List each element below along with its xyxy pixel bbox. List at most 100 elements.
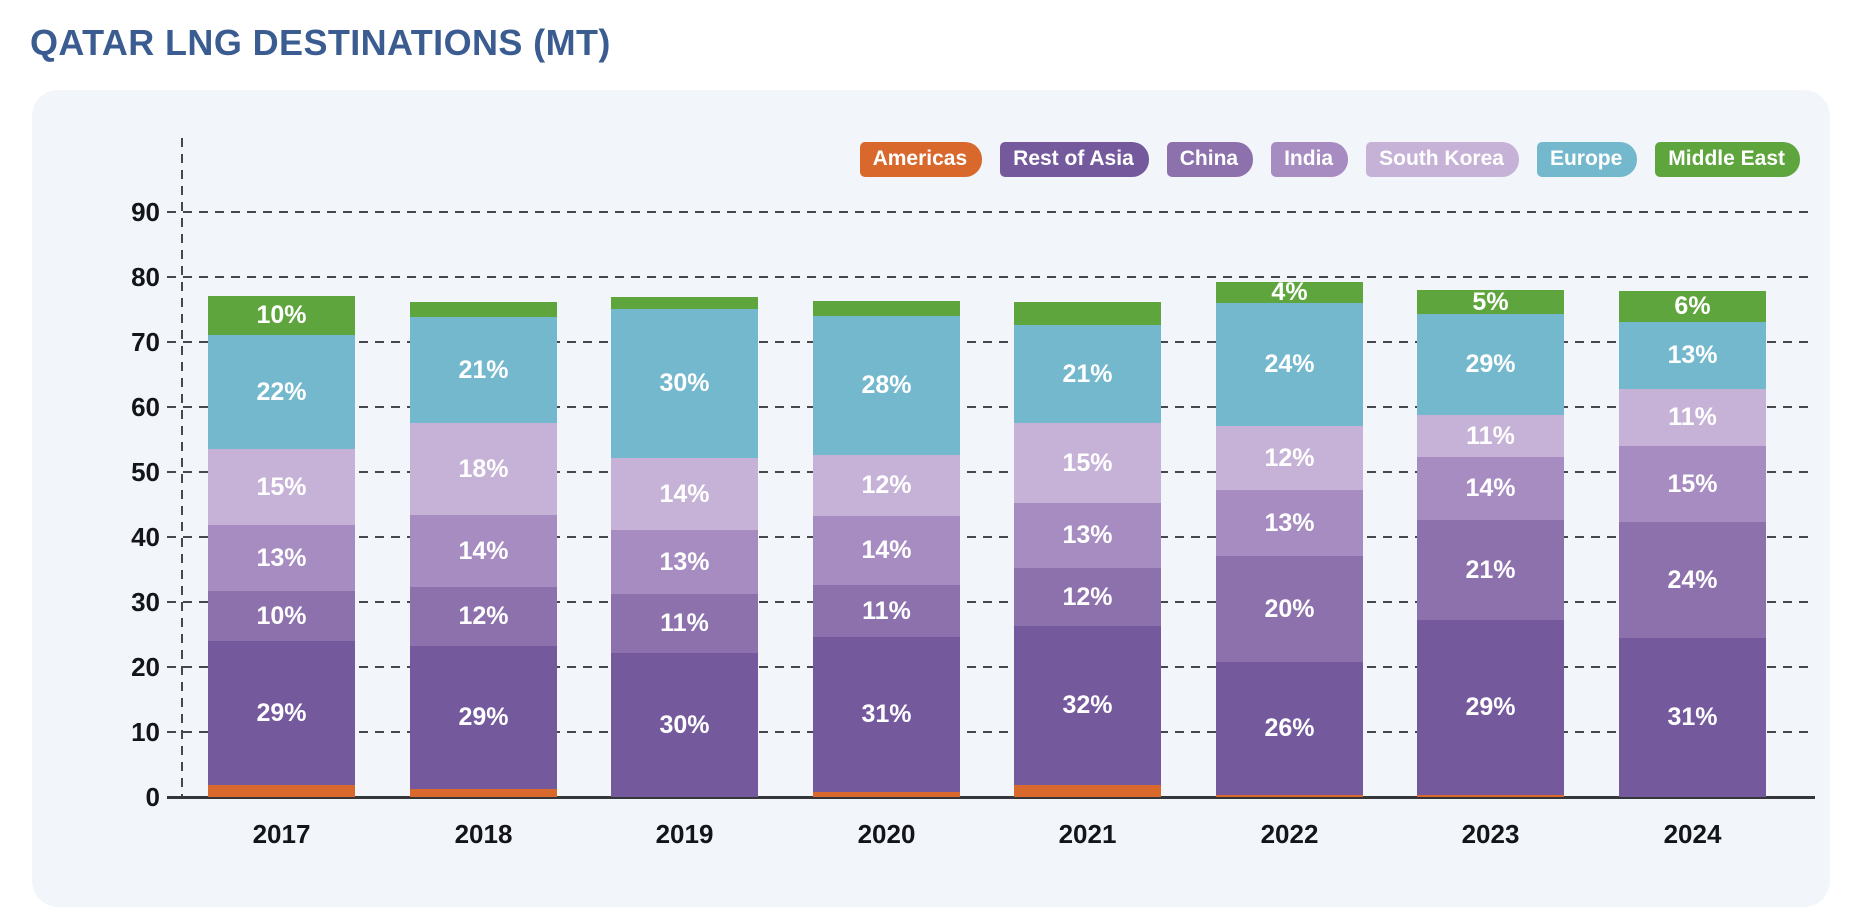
segment-middle-east-2020: [813, 301, 960, 316]
segment-middle-east-2019: [611, 297, 758, 309]
segment-china-2020: 11%: [813, 585, 960, 637]
segment-label-europe-2021: 21%: [1062, 359, 1113, 388]
segment-india-2021: 13%: [1014, 503, 1161, 568]
segment-rest-of-asia-2022: 26%: [1216, 662, 1363, 795]
gridline-80: [167, 276, 1815, 278]
gridline-40: [167, 536, 1815, 538]
legend-chip-americas[interactable]: Americas: [859, 142, 983, 177]
x-axis-label-2021: 2021: [1058, 819, 1117, 849]
segment-label-india-2022: 13%: [1264, 508, 1315, 537]
segment-china-2021: 12%: [1014, 568, 1161, 626]
x-axis-label-2020: 2020: [857, 819, 916, 849]
segment-europe-2021: 21%: [1014, 325, 1161, 423]
segment-middle-east-2024: 6%: [1619, 291, 1766, 322]
segment-label-india-2023: 14%: [1465, 474, 1516, 502]
gridline-50: [167, 471, 1815, 473]
segment-south-korea-2021: 15%: [1014, 423, 1161, 503]
segment-label-south-korea-2018: 18%: [458, 454, 509, 483]
segment-label-middle-east-2024: 6%: [1674, 292, 1711, 320]
legend-chip-europe[interactable]: Europe: [1536, 142, 1638, 177]
segment-europe-2019: 30%: [611, 309, 758, 458]
x-axis-label-2023: 2023: [1461, 819, 1520, 849]
segment-label-india-2021: 13%: [1062, 521, 1113, 549]
segment-india-2023: 14%: [1417, 457, 1564, 520]
segment-china-2018: 12%: [410, 587, 557, 646]
legend-chip-south-korea[interactable]: South Korea: [1366, 142, 1519, 177]
segment-europe-2020: 28%: [813, 316, 960, 455]
y-axis-tick-label: 90: [131, 197, 160, 227]
segment-south-korea-2020: 12%: [813, 455, 960, 516]
segment-label-china-2022: 20%: [1264, 594, 1315, 623]
segment-americas-2021: [1014, 785, 1161, 797]
legend-chip-rest-of-asia[interactable]: Rest of Asia: [1000, 142, 1149, 177]
segment-india-2020: 14%: [813, 516, 960, 585]
y-axis-tick-label: 10: [131, 717, 160, 747]
segment-label-rest-of-asia-2024: 31%: [1667, 703, 1718, 731]
segment-label-china-2023: 21%: [1465, 555, 1516, 584]
segment-label-rest-of-asia-2023: 29%: [1465, 693, 1516, 721]
segment-india-2022: 13%: [1216, 490, 1363, 556]
y-axis-tick-label: 0: [145, 782, 160, 812]
segment-americas-2022: [1216, 795, 1363, 797]
segment-label-rest-of-asia-2018: 29%: [458, 703, 509, 731]
segment-label-europe-2023: 29%: [1465, 350, 1516, 378]
y-axis-tick-label: 70: [131, 327, 160, 357]
segment-label-south-korea-2023: 11%: [1466, 421, 1515, 450]
x-axis-line: [167, 796, 1815, 799]
gridline-90: [167, 211, 1815, 213]
segment-south-korea-2018: 18%: [410, 423, 557, 515]
gridline-60: [167, 406, 1815, 408]
segment-label-europe-2019: 30%: [659, 369, 710, 397]
y-axis-tick-label: 20: [131, 652, 160, 682]
segment-label-china-2020: 11%: [862, 596, 911, 625]
segment-label-rest-of-asia-2022: 26%: [1264, 714, 1315, 742]
segment-americas-2020: [813, 792, 960, 797]
segment-china-2022: 20%: [1216, 556, 1363, 662]
y-axis-tick-label: 80: [131, 262, 160, 292]
chart-legend: Americas Rest of Asia China India South Kore…: [859, 142, 1800, 177]
segment-china-2017: 10%: [208, 591, 355, 641]
gridline-30: [167, 601, 1815, 603]
segment-europe-2022: 24%: [1216, 303, 1363, 426]
segment-rest-of-asia-2019: 30%: [611, 653, 758, 797]
x-axis-label-2017: 2017: [252, 819, 311, 849]
y-axis-tick-label: 30: [131, 587, 160, 617]
segment-china-2019: 11%: [611, 594, 758, 653]
y-axis-tick-label: 50: [131, 457, 160, 487]
x-axis-label-2018: 2018: [454, 819, 513, 849]
segment-india-2017: 13%: [208, 525, 355, 591]
segment-label-rest-of-asia-2021: 32%: [1062, 691, 1113, 719]
segment-label-china-2024: 24%: [1667, 565, 1718, 594]
segment-europe-2023: 29%: [1417, 314, 1564, 415]
segment-label-europe-2017: 22%: [256, 377, 307, 406]
segment-middle-east-2017: 10%: [208, 296, 355, 335]
segment-rest-of-asia-2021: 32%: [1014, 626, 1161, 785]
gridline-70: [167, 341, 1815, 343]
segment-label-india-2018: 14%: [458, 536, 509, 565]
segment-label-europe-2020: 28%: [861, 371, 912, 399]
segment-label-china-2019: 11%: [660, 609, 709, 637]
segment-rest-of-asia-2020: 31%: [813, 637, 960, 792]
legend-chip-middle-east[interactable]: Middle East: [1655, 142, 1800, 177]
segment-americas-2018: [410, 789, 557, 797]
legend-chip-china[interactable]: China: [1166, 142, 1254, 177]
y-axis-tick-label: 40: [131, 522, 160, 552]
segment-label-rest-of-asia-2017: 29%: [256, 698, 307, 727]
segment-americas-2017: [208, 785, 355, 797]
segment-rest-of-asia-2017: 29%: [208, 641, 355, 785]
y-axis-tick-label: 60: [131, 392, 160, 422]
segment-label-europe-2018: 21%: [458, 355, 509, 384]
segment-label-india-2019: 13%: [659, 547, 710, 576]
x-axis-label-2022: 2022: [1260, 819, 1319, 849]
segment-label-south-korea-2024: 11%: [1668, 403, 1717, 431]
y-axis-line: [181, 138, 183, 797]
segment-europe-2018: 21%: [410, 317, 557, 423]
legend-chip-india[interactable]: India: [1271, 142, 1349, 177]
segment-south-korea-2017: 15%: [208, 449, 355, 525]
x-axis-label-2019: 2019: [655, 819, 714, 849]
segment-label-india-2020: 14%: [861, 536, 912, 564]
segment-americas-2023: [1417, 795, 1564, 797]
segment-label-china-2021: 12%: [1062, 582, 1113, 611]
segment-label-rest-of-asia-2019: 30%: [659, 710, 710, 739]
